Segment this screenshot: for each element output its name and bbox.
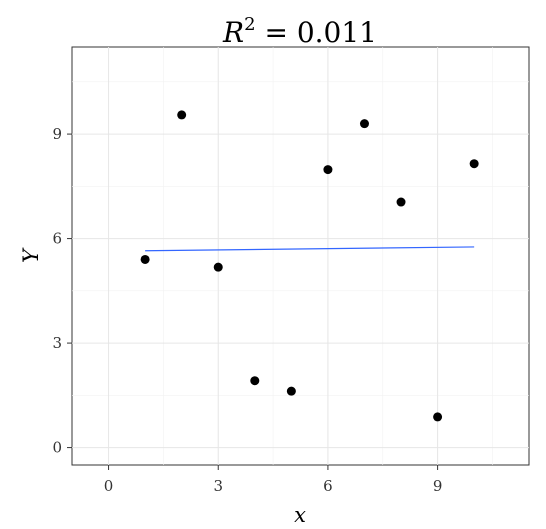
data-point bbox=[177, 110, 187, 120]
x-axis-ticks: 0 3 6 9 bbox=[104, 465, 443, 495]
fit-line-group bbox=[145, 246, 475, 252]
data-point bbox=[359, 119, 369, 129]
minor-grid bbox=[72, 47, 529, 465]
y-axis-ticks: 0 3 6 9 bbox=[52, 125, 72, 457]
x-tick-label: 3 bbox=[213, 477, 223, 495]
major-grid bbox=[72, 47, 529, 465]
data-point bbox=[469, 159, 479, 169]
x-tick-label: 6 bbox=[323, 477, 333, 495]
regression-line bbox=[145, 246, 475, 252]
data-points bbox=[140, 110, 479, 422]
plot-panel bbox=[71, 46, 530, 466]
x-tick-label: 0 bbox=[104, 477, 114, 495]
data-point bbox=[250, 376, 260, 386]
data-point bbox=[433, 412, 443, 422]
y-tick-label: 3 bbox=[52, 334, 62, 352]
y-tick-label: 9 bbox=[52, 125, 62, 143]
y-axis-title: Y bbox=[19, 247, 43, 263]
y-tick-label: 6 bbox=[52, 230, 62, 248]
y-tick-label: 0 bbox=[52, 439, 62, 457]
x-tick-label: 9 bbox=[433, 477, 443, 495]
data-point bbox=[286, 386, 296, 396]
data-point bbox=[140, 254, 150, 264]
chart-title: R2 = 0.011 bbox=[222, 14, 377, 49]
data-point bbox=[396, 197, 406, 207]
data-point bbox=[213, 262, 223, 272]
data-point bbox=[323, 165, 333, 175]
x-axis-title: x bbox=[294, 503, 306, 527]
